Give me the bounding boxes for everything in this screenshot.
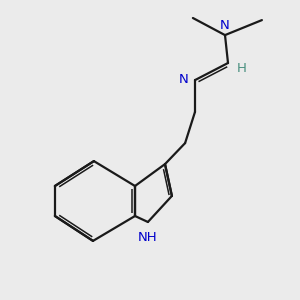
Text: NH: NH — [138, 231, 158, 244]
Text: N: N — [179, 73, 188, 86]
Text: H: H — [236, 62, 246, 75]
Text: N: N — [220, 19, 230, 32]
